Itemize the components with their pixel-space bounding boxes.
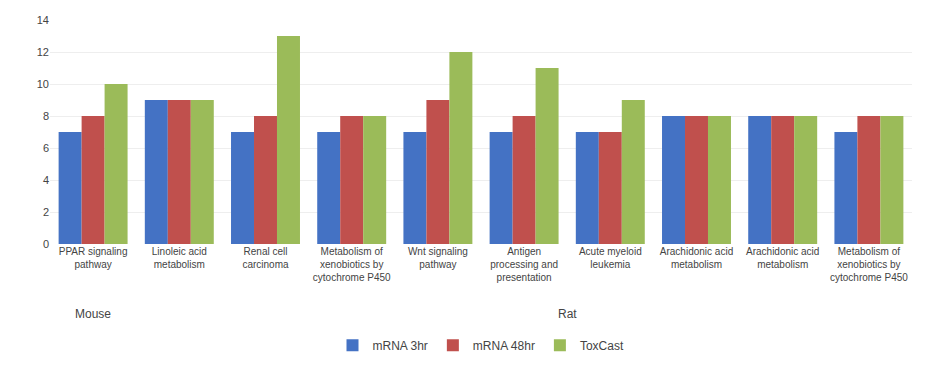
svg-text:PPAR signalingpathway: PPAR signalingpathway xyxy=(59,246,128,270)
svg-text:14: 14 xyxy=(37,14,49,26)
svg-text:2: 2 xyxy=(43,206,49,218)
svg-text:10: 10 xyxy=(37,78,49,90)
svg-text:Wnt signalingpathway: Wnt signalingpathway xyxy=(408,246,468,270)
svg-text:Mouse: Mouse xyxy=(75,307,111,321)
svg-text:Metabolism ofxenobiotics bycyt: Metabolism ofxenobiotics bycytochrome P4… xyxy=(313,246,391,283)
svg-text:Arachidonic acidmetabolism: Arachidonic acidmetabolism xyxy=(746,246,819,270)
svg-text:8: 8 xyxy=(43,110,49,122)
svg-text:4: 4 xyxy=(43,174,49,186)
svg-text:6: 6 xyxy=(43,142,49,154)
svg-text:Arachidonic acidmetabolism: Arachidonic acidmetabolism xyxy=(660,246,733,270)
svg-text:0: 0 xyxy=(43,238,49,250)
svg-text:Rat: Rat xyxy=(558,307,577,321)
svg-text:Renal cellcarcinoma: Renal cellcarcinoma xyxy=(242,246,289,270)
svg-text:Metabolism ofxenobiotics bycyt: Metabolism ofxenobiotics bycytochrome P4… xyxy=(830,246,908,283)
svg-text:12: 12 xyxy=(37,46,49,58)
svg-text:ToxCast: ToxCast xyxy=(580,339,624,353)
svg-text:mRNA 48hr: mRNA 48hr xyxy=(473,339,535,353)
svg-text:mRNA 3hr: mRNA 3hr xyxy=(373,339,428,353)
svg-text:Antigenprocessing andpresentat: Antigenprocessing andpresentation xyxy=(490,246,558,283)
svg-text:Linoleic acidmetabolism: Linoleic acidmetabolism xyxy=(152,246,207,270)
svg-text:Acute myeloidleukemia: Acute myeloidleukemia xyxy=(579,246,642,270)
